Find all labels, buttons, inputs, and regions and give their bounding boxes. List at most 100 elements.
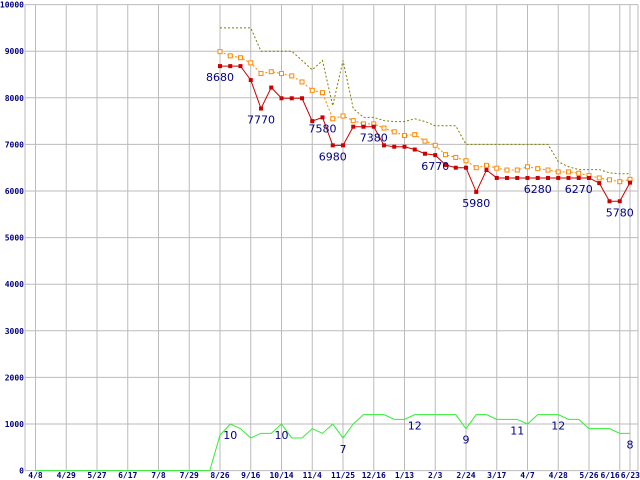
price-point [371, 124, 376, 129]
price-point [341, 143, 345, 148]
average-point [555, 169, 561, 175]
average-point [443, 152, 448, 158]
y-tick-label: 10000 [0, 1, 24, 10]
x-tick-label: 10/14 [269, 471, 293, 480]
y-tick-label: 3000 [5, 327, 24, 336]
average-point [535, 166, 541, 172]
count-data-label: 10 [275, 429, 289, 442]
average-point [617, 179, 623, 185]
grid [24, 4, 639, 472]
average-point [453, 154, 459, 160]
average-point [309, 87, 315, 93]
price-point [310, 119, 315, 124]
average-point [217, 49, 223, 55]
y-tick-label: 0 [19, 467, 24, 476]
average-point [504, 167, 510, 173]
average-point [381, 125, 387, 131]
average-point [514, 167, 520, 173]
price-point [320, 115, 325, 120]
price-data-label: 6770 [421, 160, 449, 173]
price-point [412, 147, 417, 152]
x-tick-label: 9/16 [241, 471, 260, 480]
average-point [238, 55, 243, 61]
y-tick-label: 1000 [5, 420, 24, 429]
average-point [391, 129, 397, 135]
count-data-label: 11 [510, 424, 524, 437]
price-data-label: 7380 [360, 132, 388, 145]
average-point [473, 165, 479, 171]
price-data-label: 7770 [247, 114, 275, 127]
price-point [218, 64, 222, 69]
y-tick-label: 8000 [5, 94, 24, 103]
count-data-label: 10 [223, 429, 237, 442]
data-labels: 8680 7770 7580 6980 7380 6770 5980 6280 6270 5780… [206, 71, 634, 456]
count-data-label: 7 [340, 443, 347, 456]
price-point [433, 153, 438, 158]
price-point [607, 199, 612, 204]
price-point [361, 124, 366, 129]
price-point [453, 165, 458, 170]
average-point [422, 138, 428, 144]
price-data-label: 6280 [524, 183, 552, 196]
price-data-label: 8680 [206, 71, 234, 84]
average-point [258, 71, 264, 77]
x-tick-label: 2/24 [456, 471, 475, 480]
average-point [340, 113, 346, 119]
x-tick-label: 2/3 [428, 471, 443, 480]
price-point [330, 143, 335, 148]
x-tick-label: 11/25 [331, 471, 355, 480]
price-point [289, 96, 294, 101]
price-point [259, 106, 263, 111]
average-point [525, 164, 530, 170]
average-point [545, 167, 551, 173]
count-data-label: 8 [627, 438, 634, 451]
price-data-label: 6270 [565, 183, 593, 196]
price-point [587, 175, 591, 180]
price-point [505, 175, 509, 180]
x-tick-label: 7/8 [151, 471, 166, 480]
average-point [432, 142, 438, 148]
price-point [474, 189, 479, 194]
average-point [484, 162, 489, 168]
average-point [566, 169, 571, 175]
price-point [597, 181, 602, 186]
x-tick-label: 4/7 [520, 471, 535, 480]
x-tick-label: 1/13 [395, 471, 414, 480]
upper-line [220, 27, 630, 175]
average-point [463, 158, 469, 164]
price-point [392, 144, 397, 149]
price-point [228, 64, 233, 69]
price-point [566, 175, 571, 180]
x-tick-label: 6/23 [621, 471, 640, 480]
x-tick-label: 6/16 [600, 471, 619, 480]
average-point [330, 116, 336, 122]
price-point [423, 151, 427, 156]
x-tick-label: 5/26 [579, 471, 598, 480]
price-point [300, 96, 304, 101]
average-point [268, 69, 274, 75]
count-data-label: 9 [463, 434, 470, 447]
series-group [35, 27, 633, 472]
y-tick-label: 6000 [5, 187, 24, 196]
x-tick-label: 4/29 [57, 471, 76, 480]
price-point [628, 180, 632, 185]
price-data-label: 5780 [606, 206, 634, 219]
price-point [464, 165, 468, 170]
price-point [402, 144, 407, 149]
average-point [320, 90, 325, 96]
x-tick-label: 6/17 [118, 471, 137, 480]
price-point [238, 64, 243, 69]
average-point [576, 170, 582, 176]
price-point [617, 199, 622, 204]
price-point [576, 175, 581, 180]
price-point [484, 168, 489, 173]
y-tick-label: 9000 [5, 47, 24, 56]
average-point [248, 60, 254, 66]
x-tick-label: 4/8 [28, 471, 43, 480]
price-point [351, 124, 356, 129]
y-tick-label: 4000 [5, 280, 24, 289]
average-point [350, 118, 356, 124]
y-tick-label: 5000 [5, 234, 24, 243]
price-point [494, 175, 499, 180]
